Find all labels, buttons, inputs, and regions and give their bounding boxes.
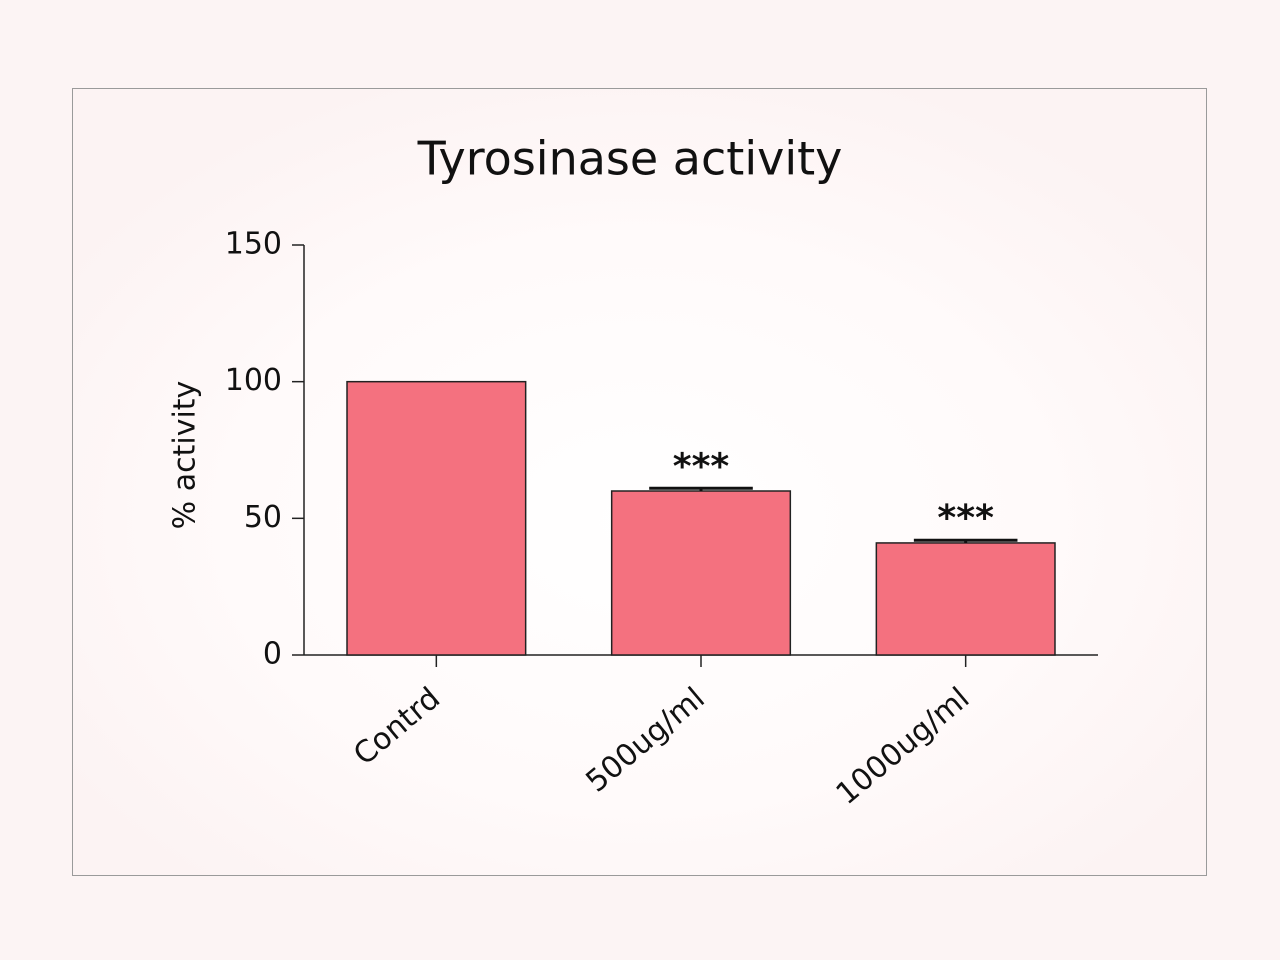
y-tick-label: 50 bbox=[244, 500, 282, 535]
significance-label: *** bbox=[673, 446, 730, 487]
chart-title: Tyrosinase activity bbox=[417, 132, 843, 186]
bar bbox=[610, 490, 792, 656]
y-tick-label: 100 bbox=[225, 363, 282, 398]
y-tick-label: 150 bbox=[225, 227, 282, 262]
frame bbox=[72, 88, 1207, 876]
bar bbox=[346, 380, 527, 656]
y-tick-label: 0 bbox=[263, 637, 282, 672]
y-axis-label: % activity bbox=[168, 381, 203, 530]
bar bbox=[875, 542, 1056, 656]
significance-label: *** bbox=[937, 498, 994, 539]
